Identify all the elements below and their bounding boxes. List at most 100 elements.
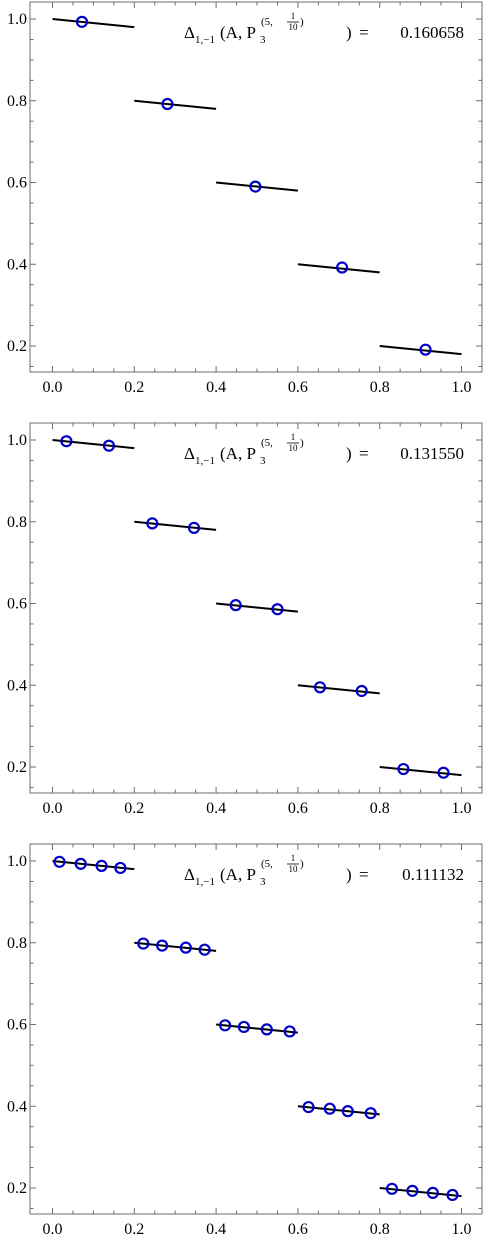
data-point — [355, 684, 368, 698]
y-tick-label: 1.0 — [7, 11, 27, 28]
data-point — [137, 937, 150, 950]
y-tick-label: 0.6 — [7, 1017, 27, 1034]
annotation-frac-den: 10 — [289, 864, 299, 874]
plot-frame — [29, 843, 483, 1215]
data-point — [75, 15, 89, 28]
y-tick-label: 0.2 — [7, 1180, 27, 1197]
data-point — [323, 1102, 336, 1115]
x-tick-label: 0.0 — [43, 379, 63, 396]
annotation-frac-den: 10 — [289, 443, 299, 453]
data-point — [271, 603, 284, 616]
x-tick-label: 0.8 — [370, 1221, 390, 1238]
chart-panel-1: 0.0 0.2 0.4 0.6 0.8 1.0 0.2 0.4 0.6 0.8 1.0 Δ 1,−1 (A… — [7, 1, 483, 396]
step-segment — [52, 18, 135, 29]
x-tick-label: 0.4 — [206, 379, 226, 396]
data-point — [102, 439, 116, 452]
data-point — [95, 859, 108, 873]
y-tick-label: 0.6 — [7, 596, 27, 613]
data-point — [74, 857, 87, 870]
x-tick-label: 0.4 — [206, 800, 226, 817]
annotation-value: 0.160658 — [400, 23, 464, 42]
y-tick-label: 0.2 — [7, 759, 27, 776]
step-segment — [52, 439, 135, 450]
data-point — [397, 762, 410, 776]
step-segment — [216, 181, 298, 192]
x-tick-label: 0.4 — [206, 1221, 226, 1238]
step-segment — [52, 860, 135, 871]
annotation-equals: = — [359, 23, 369, 42]
data-point — [437, 766, 450, 779]
data-point — [237, 1020, 251, 1034]
annotation-open: (A, P — [220, 444, 256, 463]
y-tick-label: 0.4 — [7, 256, 27, 273]
x-tick-label: 1.0 — [452, 800, 472, 817]
annotation-delta: Δ — [184, 444, 195, 463]
x-tick-label: 1.0 — [452, 1221, 472, 1238]
chart-panel-2: 0.0 0.2 0.4 0.6 0.8 1.0 0.2 0.4 0.6 0.8 1.0 Δ 1,−1 (A… — [7, 422, 483, 817]
annotation-p-subscript: 3 — [260, 34, 266, 46]
chart-panel-3: 0.0 0.2 0.4 0.6 0.8 1.0 0.2 0.4 0.6 0.8 1.0 Δ 1,−1 (A… — [7, 843, 483, 1238]
data-point — [60, 435, 73, 448]
data-point — [385, 1182, 399, 1195]
data-point — [426, 1186, 439, 1200]
data-point — [313, 681, 327, 694]
x-tick-label: 0.2 — [124, 800, 144, 817]
data-point — [187, 521, 201, 534]
data-point — [218, 1019, 232, 1032]
data-point — [364, 1107, 377, 1120]
y-tick-label: 0.4 — [7, 677, 27, 694]
annotation-superscript-close: ) — [300, 16, 304, 28]
annotation-equals: = — [359, 444, 369, 463]
data-point — [419, 343, 432, 356]
annotation-frac-num: 1 — [291, 11, 296, 21]
y-tick-label: 1.0 — [7, 432, 27, 449]
annotation-delta-subscript: 1,−1 — [195, 876, 215, 888]
annotation: Δ 1,−1 (A, P 3 (5, 110)) = 0.111132 — [184, 853, 464, 888]
x-tick-label: 0.6 — [288, 379, 308, 396]
y-tick-label: 0.8 — [7, 93, 27, 110]
data-point — [198, 943, 211, 956]
annotation-p-subscript: 3 — [260, 455, 266, 467]
data-point — [341, 1105, 354, 1118]
data-point — [249, 180, 262, 193]
annotation-equals: = — [359, 865, 369, 884]
annotation-superscript-open: (5, — [261, 16, 273, 28]
data-point — [302, 1100, 315, 1114]
x-tick-label: 0.0 — [43, 800, 63, 817]
y-tick-label: 0.6 — [7, 175, 27, 192]
annotation-open: (A, P — [220, 23, 256, 42]
data-point — [335, 261, 349, 274]
annotation: Δ 1,−1 (A, P 3 (5, 110)) = 0.160658 — [184, 11, 464, 46]
step-segment — [216, 602, 298, 613]
annotation-close: ) — [346, 444, 352, 463]
y-tick-label: 0.8 — [7, 935, 27, 952]
x-tick-label: 0.2 — [124, 379, 144, 396]
annotation-frac-den: 10 — [289, 22, 299, 32]
annotation-superscript-close: ) — [300, 858, 304, 870]
annotation-frac-num: 1 — [291, 853, 296, 863]
annotation-delta: Δ — [184, 23, 195, 42]
x-tick-label: 0.6 — [288, 800, 308, 817]
annotation-value: 0.131550 — [400, 444, 464, 463]
plot-frame — [29, 422, 483, 794]
annotation-delta-subscript: 1,−1 — [195, 455, 215, 467]
data-point — [260, 1023, 273, 1036]
data-point — [146, 517, 159, 530]
annotation-open: (A, P — [220, 865, 256, 884]
data-point — [53, 855, 66, 868]
annotation-value: 0.111132 — [402, 865, 464, 884]
data-point — [179, 941, 192, 954]
data-point — [283, 1025, 296, 1038]
y-tick-label: 0.4 — [7, 1098, 27, 1115]
step-segment — [134, 99, 217, 110]
data-point — [114, 861, 127, 875]
annotation-superscript-close: ) — [300, 437, 304, 449]
data-point — [156, 939, 169, 952]
annotation-p-subscript: 3 — [260, 876, 266, 888]
x-tick-label: 0.6 — [288, 1221, 308, 1238]
annotation-superscript-open: (5, — [261, 858, 273, 870]
y-tick-label: 1.0 — [7, 853, 27, 870]
annotation-close: ) — [346, 865, 352, 884]
annotation-frac-num: 1 — [291, 432, 296, 442]
